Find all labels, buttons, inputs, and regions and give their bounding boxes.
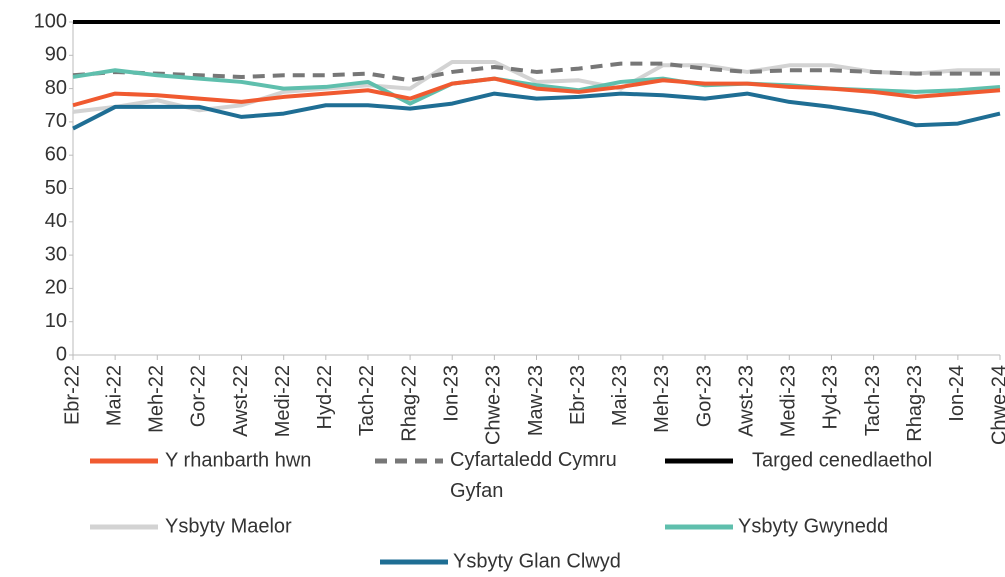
series-line (72, 91, 1001, 131)
y-tick-label: 40 (45, 210, 67, 232)
y-tick-label: 100 (34, 10, 67, 32)
legend-item: Cyfartaledd Cymru Gyfan (450, 449, 617, 502)
x-tick-label: Ion-24 (946, 365, 968, 422)
y-tick-label: 20 (45, 277, 67, 299)
series-line (72, 76, 1001, 108)
x-tick-label: Medi-22 (272, 365, 294, 437)
y-tick-label: 0 (56, 343, 67, 365)
x-tick-label: Rhag-23 (904, 365, 926, 442)
x-tick-label: Awst-22 (230, 365, 252, 437)
x-tick-label: Hyd-22 (314, 365, 336, 429)
legend-label: Ysbyty Gwynedd (738, 515, 888, 537)
x-tick-label: Maw-23 (525, 365, 547, 436)
y-tick-label: 30 (45, 243, 67, 265)
x-tick-label: Ebr-23 (567, 365, 589, 425)
series-line (72, 61, 1000, 83)
y-tick-label: 70 (45, 110, 67, 132)
y-tick-label: 50 (45, 177, 67, 199)
legend-label: Ysbyty Glan Clwyd (453, 550, 621, 572)
legend-label: Y rhanbarth hwn (165, 449, 311, 471)
x-tick-label: Awst-23 (735, 365, 757, 437)
legend-label: Cyfartaledd Cymru Gyfan (450, 449, 617, 502)
x-tick-label: Tach-22 (356, 365, 378, 436)
legend-label: Ysbyty Maelor (165, 515, 292, 537)
x-tick-label: Chwe-23 (483, 365, 505, 445)
legend-label: Targed cenedlaethol (752, 449, 932, 471)
x-tick-label: Gor-22 (188, 365, 210, 427)
x-tick-label: Medi-23 (778, 365, 800, 437)
x-tick-label: Meh-23 (651, 365, 673, 433)
x-tick-label: Mai-23 (609, 365, 631, 426)
x-tick-label: Ebr-22 (61, 365, 83, 425)
x-tick-label: Ion-23 (441, 365, 463, 422)
x-tick-label: Rhag-22 (398, 365, 420, 442)
x-tick-label: Hyd-23 (820, 365, 842, 429)
x-tick-label: Chwe-24 (988, 365, 1005, 445)
x-tick-label: Meh-22 (146, 365, 168, 433)
x-tick-label: Gor-23 (693, 365, 715, 427)
y-tick-label: 80 (45, 77, 67, 99)
y-tick-label: 60 (45, 143, 67, 165)
y-tick-label: 10 (45, 310, 67, 332)
x-tick-label: Mai-22 (103, 365, 125, 426)
series-line (72, 59, 1000, 114)
x-tick-label: Tach-23 (862, 365, 884, 436)
y-tick-label: 90 (45, 44, 67, 66)
